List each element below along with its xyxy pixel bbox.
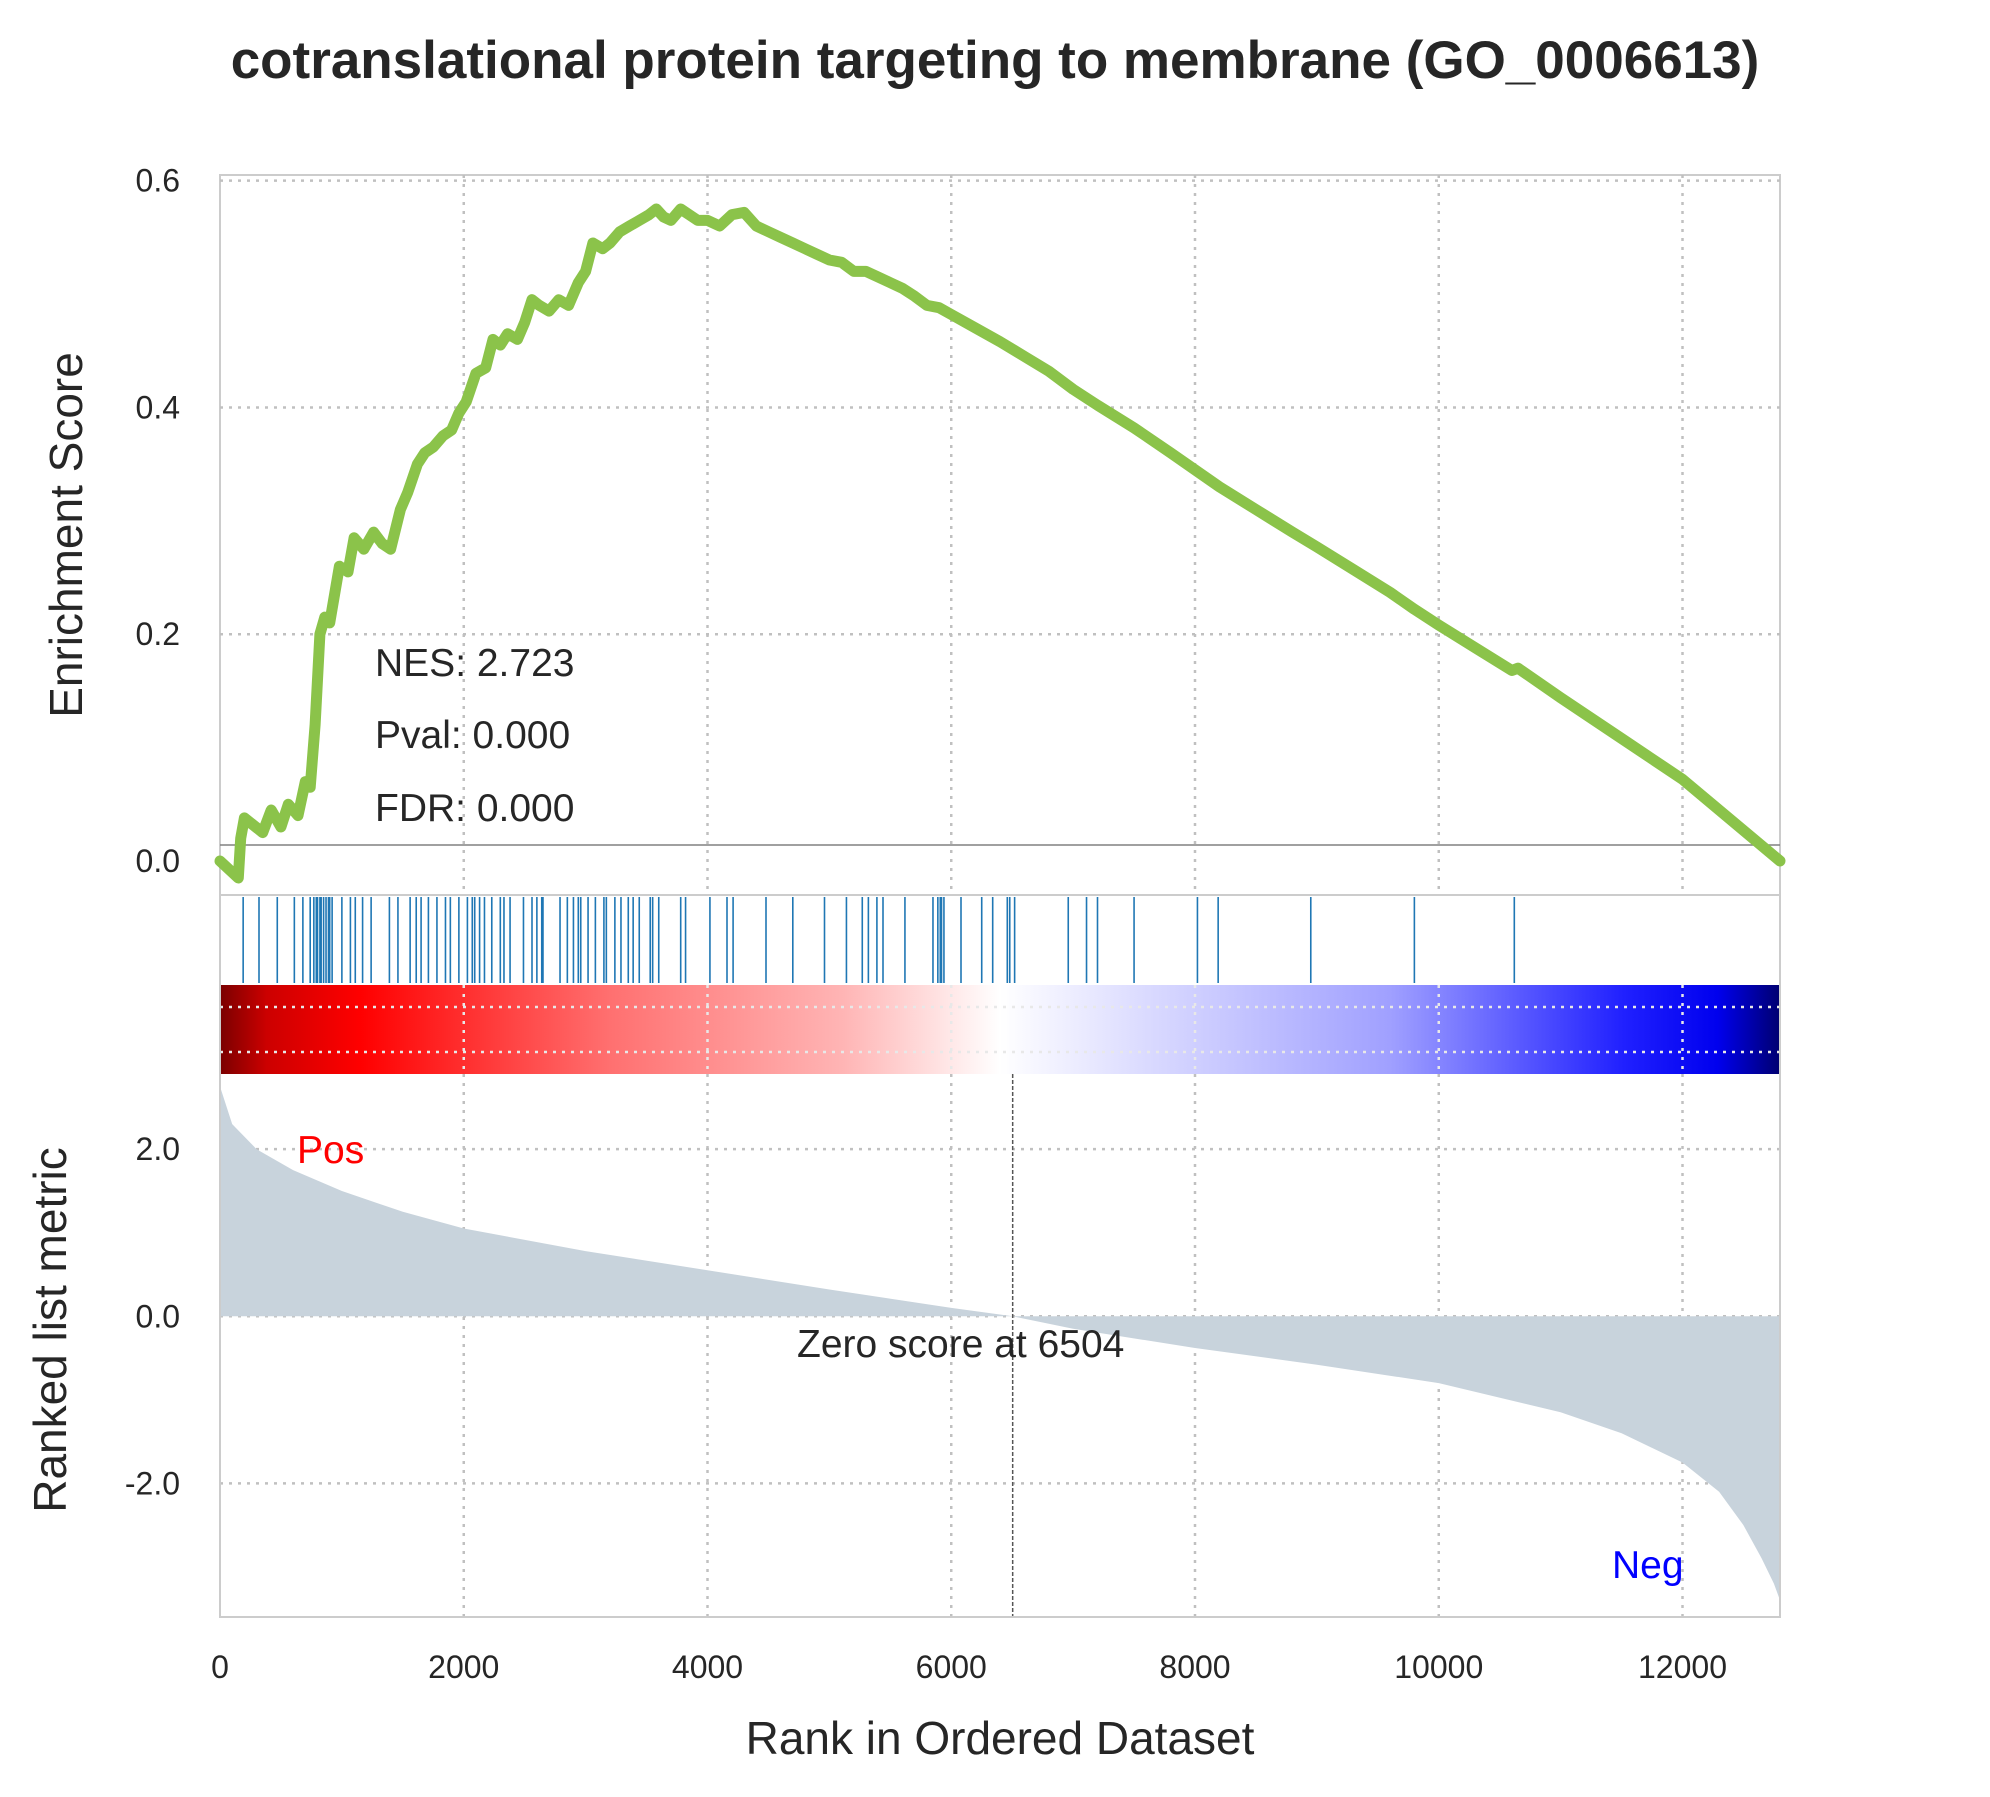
es-y-tick-label: 0.6 [136,163,180,199]
es-y-tick-label: 0.0 [136,843,180,879]
metric-y-axis-label: Ranked list metric [24,1147,76,1513]
lower-frame [219,894,1781,1618]
x-tick-label: 2000 [428,1649,499,1685]
metric-y-tick-label: -2.0 [125,1465,180,1501]
fdr-label: FDR: 0.000 [375,787,574,830]
metric-y-ticks: 2.0 0.0 -2.0 [125,1131,180,1501]
es-y-tick-label: 0.4 [136,389,180,425]
es-y-axis-label: Enrichment Score [40,352,92,718]
x-tick-label: 12000 [1638,1649,1727,1685]
x-tick-label: 10000 [1394,1649,1483,1685]
pos-label: Pos [297,1129,364,1172]
metric-area [220,1086,1780,1601]
chart-title: cotranslational protein targeting to mem… [231,31,1760,90]
rank-color-bar [220,985,1780,1074]
metric-y-tick-label: 2.0 [136,1131,180,1167]
x-tick-label: 4000 [672,1649,743,1685]
nes-label: NES: 2.723 [375,642,574,685]
es-grid [220,175,1780,895]
x-ticks: 0 2000 4000 6000 8000 10000 12000 [211,1649,1727,1685]
zero-score-label: Zero score at 6504 [797,1323,1124,1366]
pval-label: Pval: 0.000 [375,714,570,757]
x-tick-label: 8000 [1159,1649,1230,1685]
color-bar-grid [220,985,1780,1074]
hits-panel [220,894,1780,983]
neg-label: Neg [1612,1544,1684,1587]
es-y-ticks: 0.0 0.2 0.4 0.6 [136,163,180,879]
gene-hit-marks [242,897,1516,983]
x-axis-label: Rank in Ordered Dataset [746,1712,1255,1764]
x-tick-label: 0 [211,1649,229,1685]
metric-y-tick-label: 0.0 [136,1298,180,1334]
x-tick-label: 6000 [916,1649,987,1685]
es-y-tick-label: 0.2 [136,616,180,652]
metric-panel: 2.0 0.0 -2.0 Pos Neg Zero score at 6504 Ra… [24,1074,1780,1617]
es-panel: 0.0 0.2 0.4 0.6 NES: 2.723 Pval: 0.000 FDR:… [40,163,1786,896]
es-line [214,203,1786,884]
